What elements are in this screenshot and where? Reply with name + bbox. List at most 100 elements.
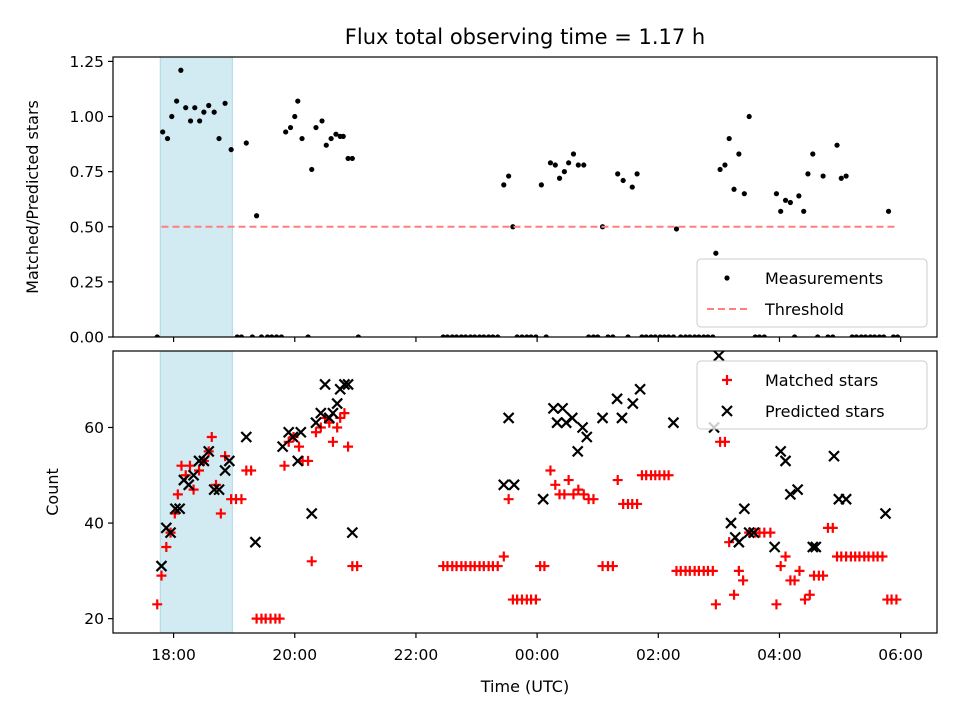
matched-stars-point <box>573 484 584 495</box>
predicted-stars-point <box>556 402 569 415</box>
measurements-point <box>278 334 285 337</box>
matched-stars-point <box>578 489 589 500</box>
measurements-point <box>524 334 530 337</box>
measurements-point <box>858 334 864 337</box>
legend: Matched stars Predicted stars <box>696 360 928 430</box>
measurements-point <box>269 334 275 337</box>
measurements-point <box>528 334 534 337</box>
matched-stars-point <box>780 551 791 562</box>
matched-stars-point <box>306 556 317 567</box>
predicted-stars-point <box>768 541 781 553</box>
measurements-point <box>533 334 539 337</box>
predicted-stars-point <box>743 526 755 539</box>
matched-stars-point <box>274 613 285 624</box>
x-tick-label: 04:00 <box>757 646 802 664</box>
matched-stars-point <box>215 508 226 519</box>
matched-stars-point <box>775 561 786 572</box>
predicted-stars-point <box>879 507 892 520</box>
predicted-stars-point <box>508 479 520 491</box>
measurements-point <box>566 160 572 166</box>
counts-series-group <box>152 351 902 624</box>
measurements-point <box>238 334 245 337</box>
measurements-point <box>299 135 305 142</box>
predicted-stars-point <box>498 479 510 491</box>
measurements-point <box>211 109 217 115</box>
measurements-point <box>773 191 780 197</box>
measurements-point <box>834 142 840 148</box>
predicted-stars-point <box>319 378 331 391</box>
counts-y-axis-label: Count <box>43 468 62 516</box>
matched-stars-point <box>612 475 623 486</box>
measurements-point <box>228 146 234 153</box>
y-tick-label: 0.25 <box>69 273 104 291</box>
measurements-point <box>449 334 455 337</box>
measurements-point <box>506 173 512 179</box>
y-tick-label: 1.25 <box>69 53 104 71</box>
measurements-point <box>355 334 361 337</box>
predicted-stars-point <box>738 502 751 515</box>
measurements-point <box>547 160 554 166</box>
measurements-point <box>761 334 767 337</box>
measurements-point <box>756 334 763 337</box>
measurements-point <box>713 250 719 256</box>
measurements-point <box>731 186 737 192</box>
measurements-point <box>313 124 319 131</box>
measurements-point <box>620 177 626 184</box>
predicted-stars-point <box>331 397 343 410</box>
measurements-point <box>661 334 667 337</box>
legend-label-matched-stars: Matched stars <box>765 371 878 390</box>
y-tick-label: 40 <box>84 515 104 533</box>
measurements-point <box>174 98 180 104</box>
measurements-point <box>463 334 469 337</box>
measurements-point <box>444 334 451 337</box>
matched-stars-point <box>279 460 290 471</box>
matched-stars-point <box>327 436 338 447</box>
predicted-stars-point <box>182 479 195 491</box>
measurements-point <box>486 334 492 337</box>
measurements-point <box>453 334 460 337</box>
y-tick-label: 60 <box>84 419 104 437</box>
predicted-stars-point <box>713 351 725 362</box>
measurements-point <box>467 334 474 337</box>
predicted-stars-point <box>810 541 822 553</box>
matched-stars-point <box>498 551 509 562</box>
predicted-stars-point <box>198 455 210 467</box>
predicted-stars-point <box>627 397 639 410</box>
y-tick-label: 0.75 <box>69 163 104 181</box>
measurements-point <box>885 208 892 214</box>
measurements-point <box>787 199 793 206</box>
measurements-point <box>648 334 654 337</box>
measurements-point <box>490 334 496 337</box>
matched-stars-point <box>827 522 838 533</box>
measurements-point <box>154 334 160 337</box>
measurements-point <box>643 334 649 337</box>
measurements-point <box>187 118 194 124</box>
predicted-stars-point <box>346 526 359 539</box>
measurements-point <box>543 334 549 337</box>
predicted-stars-point <box>249 536 262 548</box>
measurements-point <box>164 135 171 142</box>
predicted-stars-point <box>634 383 646 396</box>
matched-stars-point <box>236 494 247 505</box>
matched-stars-point <box>663 470 674 481</box>
predicted-stars-point <box>193 455 205 467</box>
measurements-point <box>206 102 212 109</box>
measurements-point <box>615 171 621 177</box>
predicted-stars-point <box>169 502 182 515</box>
measurements-point <box>216 135 222 142</box>
measurements-point <box>805 171 811 177</box>
measurements-point <box>552 162 558 168</box>
measurements-point <box>561 169 567 175</box>
measurements-point <box>890 334 896 337</box>
measurements-point <box>472 334 478 337</box>
matched-stars-point <box>184 460 195 471</box>
predicted-stars-point <box>779 455 792 467</box>
measurements-point <box>634 171 640 177</box>
predicted-stars-point <box>733 536 745 548</box>
measurements-point <box>440 334 446 337</box>
measurements-point <box>319 118 325 124</box>
matched-stars-point <box>545 465 556 476</box>
x-tick-label: 00:00 <box>515 646 560 664</box>
measurements-point <box>501 182 507 188</box>
measurements-point <box>717 166 723 173</box>
